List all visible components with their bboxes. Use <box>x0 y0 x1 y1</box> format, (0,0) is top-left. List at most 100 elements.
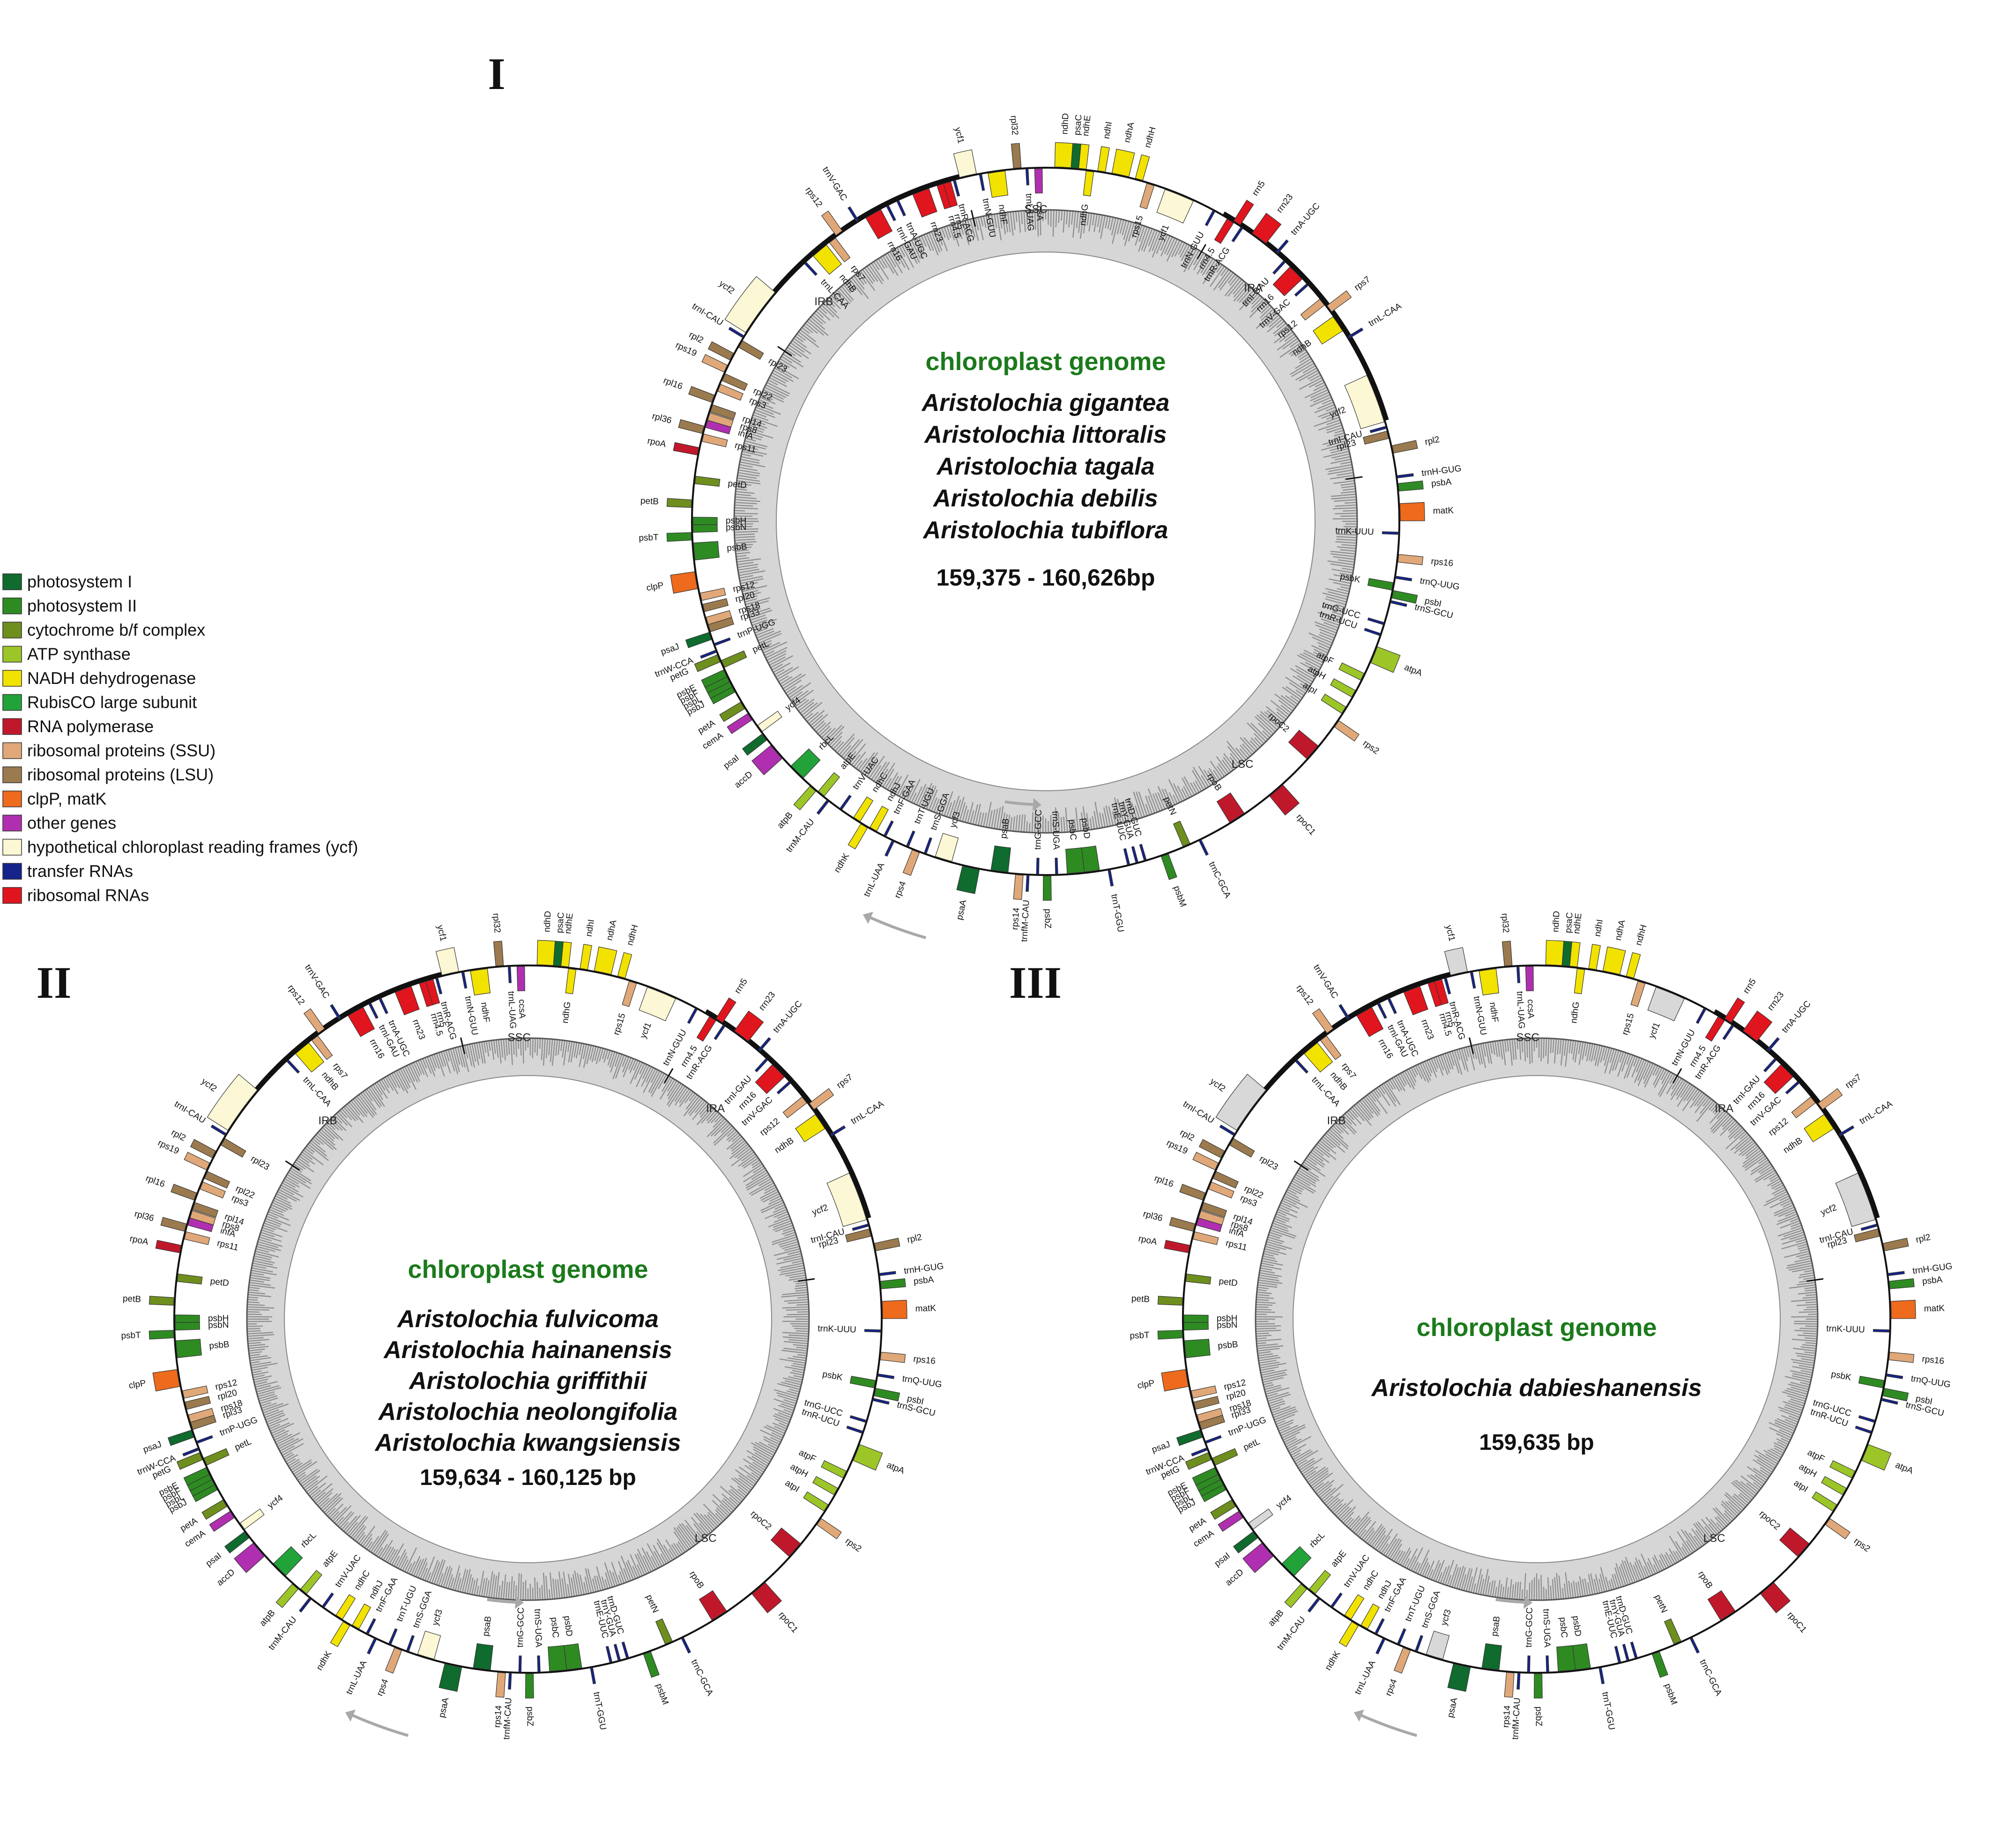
arrow-outer-counterclockwise-head <box>862 912 873 924</box>
arrow-inner-clockwise-head <box>515 1596 524 1609</box>
gene-label-rpl2: rpl2 <box>1178 1128 1196 1143</box>
gene-label-ccsa: ccsA <box>517 999 527 1019</box>
gene-block-trnr-acg <box>1444 978 1451 995</box>
gene-block-accd <box>1242 1543 1274 1573</box>
gene-block-rps12 <box>821 210 843 236</box>
region-boundary <box>1806 1278 1824 1282</box>
gene-block-trnt-ugu <box>388 1628 398 1645</box>
gene-label-trng-gcc: trnG-GCC <box>1033 809 1044 850</box>
species-name: Aristolochia gigantea <box>921 389 1170 416</box>
gene-block-rrn4-5 <box>1705 1016 1725 1042</box>
gene-label-ndhb: ndhB <box>1782 1136 1805 1155</box>
gene-block-rps19 <box>184 1151 210 1171</box>
gene-block-petd <box>177 1273 203 1284</box>
gene-label-petl: petL <box>233 1437 253 1453</box>
gene-label-rps14: rps14 <box>492 1705 504 1728</box>
gene-block-rpoc1 <box>751 1582 782 1613</box>
gene-label-trnfm-cau: trnfM-CAU <box>502 1697 513 1740</box>
gene-block-atph <box>812 1476 838 1495</box>
gene-block-ndhg <box>565 968 577 995</box>
gene-block-trne-uuc <box>1123 848 1130 865</box>
gene-block-rps15 <box>1630 980 1646 1007</box>
gene-block-trnl-uaa <box>367 1638 377 1655</box>
gene-label-trnt-ggu: trnT-GGU <box>591 1691 608 1731</box>
gene-label-accd: accD <box>215 1567 237 1588</box>
gene-block-trnr-acg <box>435 978 443 995</box>
legend-swatch-other <box>2 815 22 831</box>
gene-label-ndhc: ndhC <box>1361 1569 1381 1592</box>
gene-label-rpl36: rpl36 <box>1142 1209 1164 1224</box>
gene-block-trnm-cau <box>1307 1597 1320 1613</box>
gene-block-trns-uga <box>1546 1655 1549 1672</box>
gene-label-accd: accD <box>1224 1567 1246 1588</box>
gene-block-ndhe <box>1569 941 1581 967</box>
gene-block-ndhd <box>1054 142 1074 168</box>
gene-label-rps16: rps16 <box>1430 557 1453 569</box>
arrow-inner-clockwise <box>1495 1598 1524 1604</box>
gene-block-trns-gga <box>924 837 932 854</box>
gene-label-ndhh: ndhH <box>1634 924 1649 947</box>
gene-label-psaj: psaJ <box>142 1440 163 1455</box>
gene-block-ycf3 <box>417 1631 441 1660</box>
gene-block-ndhk <box>847 824 868 850</box>
gene-block-ycf4 <box>757 711 782 732</box>
gene-block-trnv-uac <box>322 1592 334 1608</box>
arrow-outer-counterclockwise-head <box>1353 1709 1364 1722</box>
gene-block-psaa <box>439 1663 462 1692</box>
gene-block-rpob <box>1216 792 1245 823</box>
gene-block-petg <box>694 654 721 672</box>
gene-block-rpoc1 <box>1269 784 1300 816</box>
gene-block-rps12 <box>1312 1008 1334 1034</box>
gene-block-psbz <box>1534 1673 1543 1699</box>
gene-label-matk: matK <box>1433 505 1454 516</box>
gene-block-petl <box>1212 1448 1238 1466</box>
legend-label-other: other genes <box>27 813 116 832</box>
gene-block-rbcl <box>791 748 821 779</box>
gene-block-trns-gcu <box>1390 600 1407 607</box>
gene-label-clpp: clpP <box>128 1378 147 1391</box>
gene-block-rrn23 <box>1251 213 1282 244</box>
genome-circle <box>1182 965 1891 1674</box>
gene-block-atpb <box>793 786 817 810</box>
region-label-ira: IRA <box>706 1102 725 1115</box>
gene-label-rps4: rps4 <box>892 880 908 899</box>
gene-label-rps11: rps11 <box>1225 1238 1248 1253</box>
gene-label-rpl36: rpl36 <box>651 411 673 426</box>
region-label-irb: IRB <box>319 1114 337 1127</box>
gene-block-atph <box>1821 1476 1847 1495</box>
gene-block-psaj <box>167 1430 194 1446</box>
gene-label-matk: matK <box>915 1303 936 1314</box>
gc-ring-outer-edge <box>1255 1037 1819 1601</box>
gene-label-petb: petB <box>640 496 659 507</box>
gene-label-psbh: psbH <box>1217 1314 1237 1323</box>
gene-label-trnl-caa: trnL-CAA <box>1858 1099 1895 1127</box>
gene-label-clpp: clpP <box>1137 1378 1155 1391</box>
gene-block-trni-cau <box>728 327 744 338</box>
gene-block-trny-gua <box>1131 846 1138 863</box>
gene-label-rps19: rps19 <box>674 340 698 358</box>
gene-block-rps2 <box>816 1518 842 1540</box>
gene-block-ndhh <box>617 952 632 979</box>
gene-block-rps7 <box>1320 1035 1342 1060</box>
gene-label-rps12: rps12 <box>758 1116 781 1138</box>
gene-label-rpoc1: rpoC1 <box>1294 812 1317 837</box>
gene-block-trnr-acg <box>1722 1024 1734 1040</box>
gene-block-ndhe <box>560 941 572 967</box>
gene-block-psbt <box>666 532 692 542</box>
gene-block-ndhj <box>1360 1603 1380 1629</box>
gene-label-psba: psbA <box>1431 477 1452 489</box>
legend-label-psi: photosystem I <box>27 572 132 591</box>
gene-block-rrn16 <box>1356 1007 1384 1037</box>
gene-block-atpi <box>1321 693 1346 714</box>
region-label-irb: IRB <box>1327 1114 1346 1127</box>
gene-label-psaa: psaA <box>437 1697 451 1719</box>
region-boundary <box>777 346 792 356</box>
gene-label-ndhd: ndhD <box>1551 911 1561 932</box>
gene-block-trnn-guu <box>1204 210 1215 226</box>
arrow-inner-clockwise <box>1004 800 1033 806</box>
gene-block-trnf-gaa <box>1375 1618 1385 1634</box>
gene-label-psai: psaI <box>1213 1551 1232 1569</box>
legend-swatch-cytb <box>2 622 22 638</box>
gene-block-atpi <box>803 1491 829 1512</box>
gene-label-psbd: psbD <box>1079 817 1092 839</box>
